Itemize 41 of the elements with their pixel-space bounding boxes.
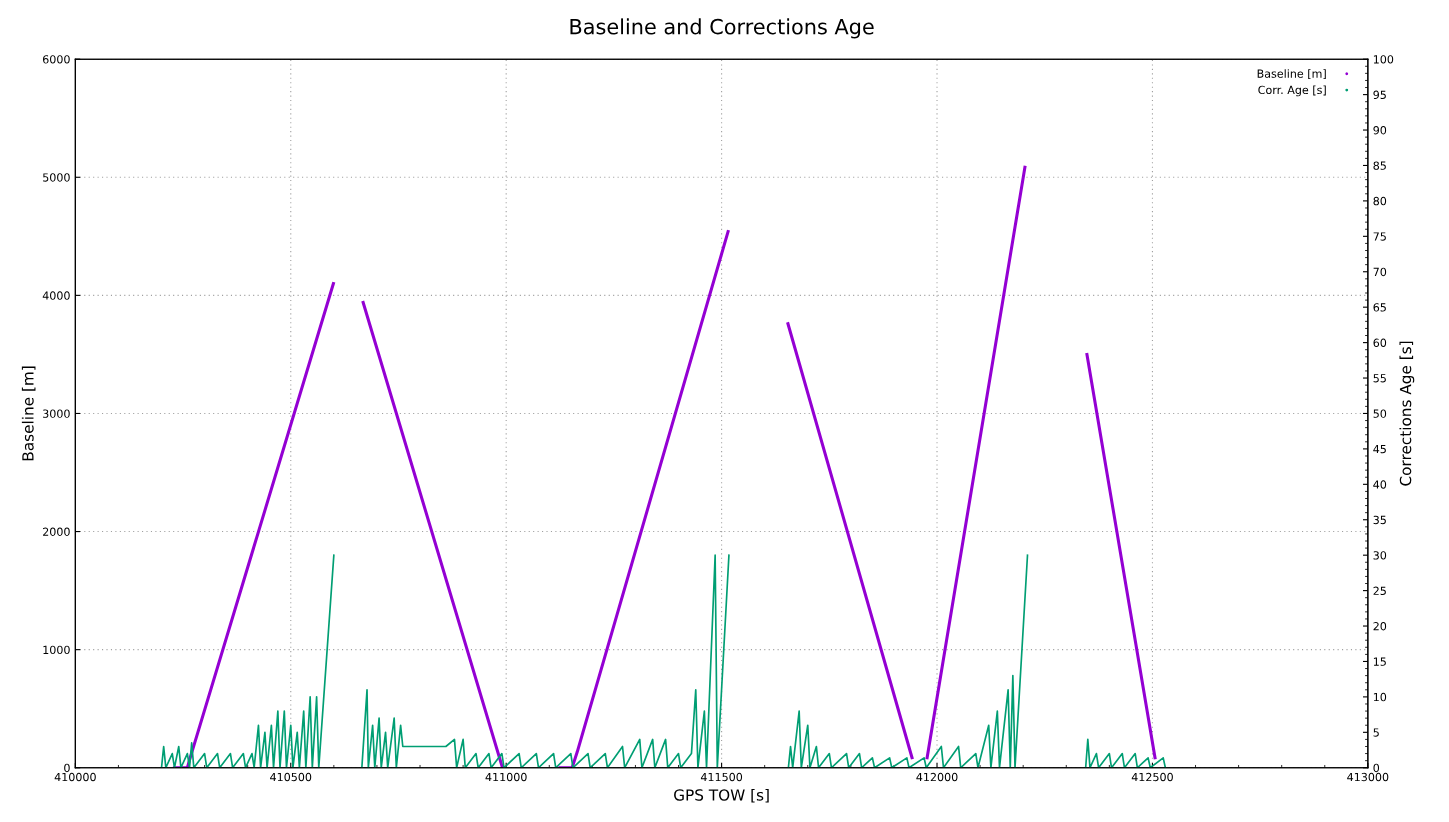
x-tick-label: 413000	[1347, 772, 1389, 782]
x-tick-label: 412000	[916, 772, 958, 782]
x-tick-label: 411500	[700, 772, 743, 782]
legend-label: Corr. Age [s]	[1258, 85, 1326, 97]
y2-tick-label: 95	[1373, 90, 1386, 99]
y-tick-label: 5000	[43, 173, 70, 182]
y2-tick-label: 5	[1373, 728, 1379, 737]
legend-label: Baseline [m]	[1257, 69, 1326, 80]
y2-axis-title: Corrections Age [s]	[1399, 341, 1415, 486]
y2-tick-label: 90	[1373, 126, 1387, 135]
x-tick-label: 411000	[485, 772, 527, 782]
y2-tick-label: 65	[1373, 303, 1386, 312]
x-tick-label: 410000	[54, 772, 96, 782]
y2-tick-label: 50	[1373, 409, 1387, 418]
y2-tick-label: 100	[1373, 55, 1394, 64]
y-axis-title: Baseline [m]	[21, 366, 36, 461]
y2-tick-label: 80	[1373, 196, 1387, 206]
y-tick-label: 1000	[43, 645, 70, 655]
y2-tick-label: 60	[1373, 338, 1387, 347]
y2-tick-label: 75	[1373, 232, 1386, 241]
y2-tick-label: 40	[1373, 480, 1387, 489]
y-tick-label: 4000	[42, 291, 70, 300]
y-tick-label: 0	[64, 763, 70, 773]
y2-tick-label: 0	[1373, 763, 1380, 773]
y2-tick-label: 10	[1373, 692, 1387, 702]
y-tick-label: 6000	[42, 55, 70, 64]
x-tick-label: 412500	[1131, 772, 1173, 782]
y-tick-label: 2000	[43, 527, 70, 536]
y2-tick-label: 30	[1373, 551, 1387, 560]
y2-tick-label: 25	[1373, 586, 1386, 595]
x-tick-label: 410500	[270, 772, 312, 782]
chart-title: Baseline and Corrections Age	[570, 18, 874, 39]
y2-tick-label: 55	[1373, 374, 1386, 383]
y-tick-label: 3000	[43, 409, 70, 418]
y2-tick-label: 70	[1373, 267, 1387, 277]
y2-tick-label: 45	[1373, 445, 1386, 454]
y2-tick-label: 20	[1373, 622, 1387, 631]
y2-tick-label: 35	[1373, 515, 1386, 525]
y2-tick-label: 15	[1373, 657, 1386, 666]
y2-tick-label: 85	[1373, 161, 1386, 170]
x-axis-title: GPS TOW [s]	[674, 788, 769, 803]
